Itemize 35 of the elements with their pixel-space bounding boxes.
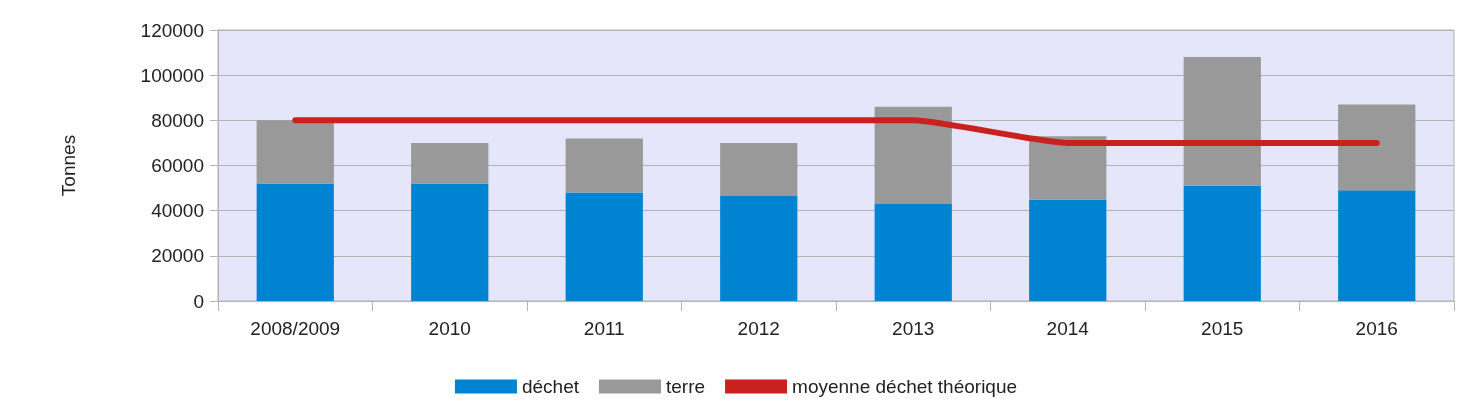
bar [565, 138, 643, 193]
legend-label: moyenne déchet théorique [792, 376, 1018, 397]
y-tick-label: 120000 [140, 19, 204, 41]
bar [1029, 136, 1107, 200]
bar [874, 203, 952, 301]
bar [720, 142, 798, 196]
x-tick-label: 2010 [428, 318, 471, 339]
x-tick-label: 2014 [1046, 318, 1090, 339]
x-tick-label: 2008/2009 [250, 318, 341, 339]
x-tick-label: 2016 [1355, 318, 1398, 339]
bar [256, 120, 334, 184]
bar [411, 142, 489, 184]
bar [1183, 57, 1261, 186]
y-tick-label: 0 [193, 290, 204, 312]
bar [1183, 185, 1261, 301]
x-tick-label: 2012 [737, 318, 780, 339]
bar [1338, 104, 1416, 191]
y-tick-label: 100000 [140, 64, 204, 86]
bar [874, 106, 952, 204]
legend-label: déchet [521, 376, 580, 397]
y-tick-label: 40000 [151, 200, 204, 222]
x-tick-label: 2013 [892, 318, 935, 339]
legend-label: terre [665, 376, 706, 397]
y-tick-label: 20000 [151, 245, 204, 267]
bar [565, 192, 643, 301]
y-tick-label: 60000 [151, 155, 204, 176]
bar [411, 183, 489, 301]
x-tick-label: 2015 [1201, 318, 1244, 339]
y-axis-title: Tonnes [58, 134, 79, 197]
y-tick-label: 80000 [151, 109, 204, 131]
bar [256, 183, 334, 301]
bar [1029, 199, 1107, 301]
bar [1338, 190, 1416, 301]
x-tick-label: 2011 [583, 318, 625, 339]
bar [720, 195, 798, 301]
